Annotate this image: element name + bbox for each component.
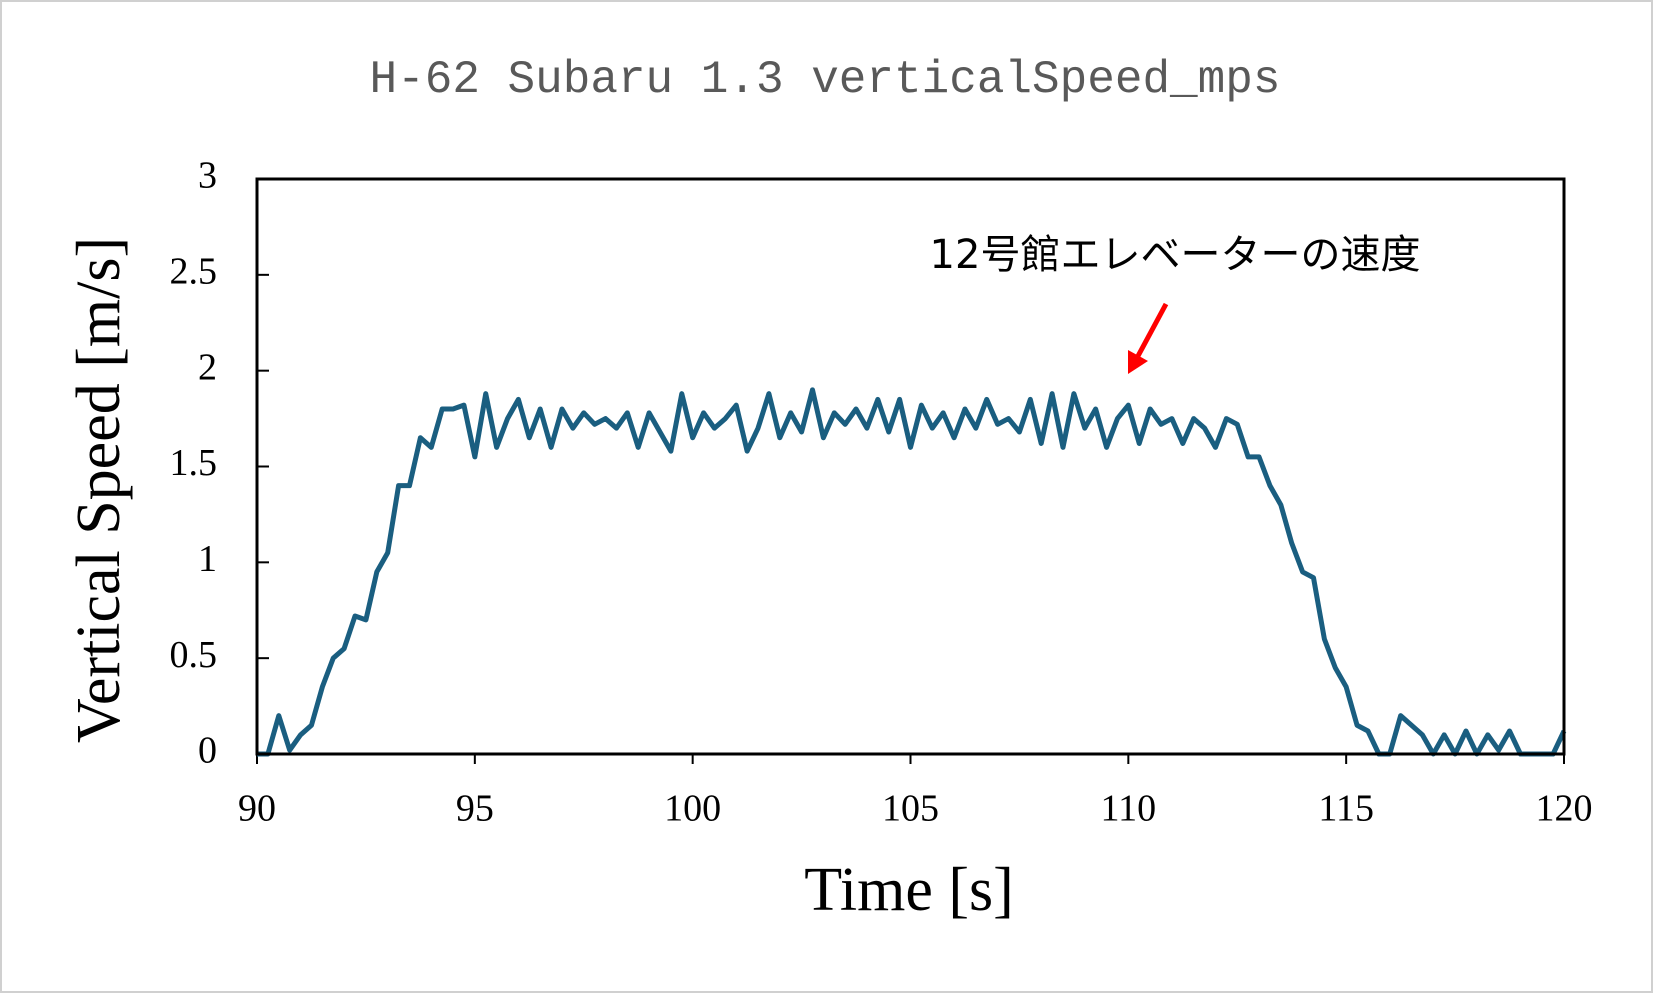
y-tick-label: 1 [198, 538, 217, 580]
y-tick-label: 2 [198, 346, 217, 388]
y-tick-label: 0 [198, 730, 217, 772]
y-tick-label: 1.5 [170, 442, 218, 484]
annotation: 12号館エレベーターの速度 [930, 232, 1421, 278]
chart-title: H-62 Subaru 1.3 verticalSpeed_mps [370, 54, 1281, 106]
x-axis-title: Time [s] [804, 856, 1014, 924]
data-line [257, 387, 1567, 757]
x-tick-label: 110 [1101, 788, 1157, 830]
y-tick-label: 2.5 [170, 251, 218, 293]
y-tick-label: 3 [198, 155, 217, 197]
x-tick-label: 105 [882, 788, 939, 830]
y-tick-label: 0.5 [170, 634, 218, 676]
annotation-arrow [1135, 302, 1169, 358]
x-tick-label: 95 [456, 788, 494, 830]
x-tick-label: 115 [1318, 788, 1374, 830]
y-axis-title: Vertical Speed [m/s] [65, 237, 133, 743]
annotation-arrowhead [1128, 350, 1148, 374]
x-tick-label: 120 [1536, 788, 1593, 830]
x-tick-label: 100 [664, 788, 721, 830]
plot-border [255, 177, 1566, 756]
x-tick-label: 90 [238, 788, 276, 830]
